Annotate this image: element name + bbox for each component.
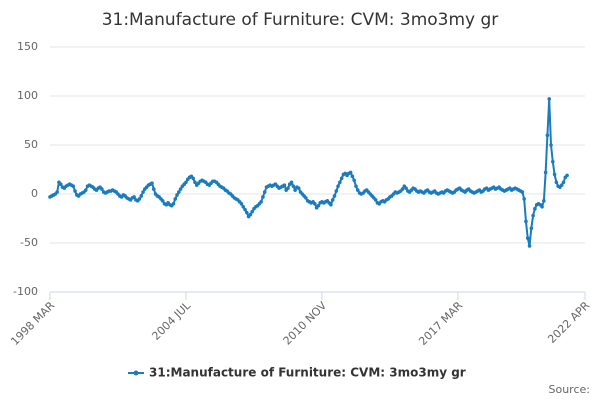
data-point [550, 159, 555, 164]
data-point [554, 180, 559, 185]
data-point [400, 187, 405, 191]
data-point [524, 219, 528, 224]
data-point [184, 180, 188, 185]
y-tick-label: 100 [17, 89, 38, 102]
data-point [525, 236, 530, 240]
data-point [160, 199, 165, 203]
data-point [533, 206, 537, 211]
data-point [282, 183, 287, 187]
chart-title: 31:Manufacture of Furniture: CVM: 3mo3my… [102, 10, 499, 30]
source: Source: [549, 383, 591, 396]
data-point [58, 182, 63, 186]
data-point [73, 189, 77, 193]
x-tick-label: 2022 APR [545, 299, 592, 346]
data-point [545, 133, 550, 137]
data-point [542, 199, 546, 203]
data-point [286, 186, 290, 190]
data-point [150, 181, 154, 186]
x-tick-label: 2017 MAR [416, 299, 465, 348]
data-point [193, 180, 197, 185]
data-point [175, 193, 179, 197]
data-point [373, 198, 378, 202]
data-point [549, 143, 553, 147]
data-point [348, 170, 353, 175]
data-point [289, 180, 294, 185]
data-point [338, 180, 342, 185]
data-point [559, 183, 564, 187]
data-point [173, 197, 178, 201]
y-tick-label: -100 [13, 285, 38, 298]
data-point [259, 200, 263, 204]
data-point [261, 195, 265, 199]
data-point [334, 189, 339, 193]
data-point [313, 202, 317, 206]
data-point [531, 213, 535, 218]
data-point [527, 244, 532, 248]
data-point [100, 187, 104, 191]
data-point [139, 194, 144, 198]
data-point [329, 202, 333, 207]
data-point [55, 190, 59, 194]
data-point [404, 186, 408, 190]
y-tick-label: 150 [17, 40, 38, 53]
data-point [547, 97, 552, 101]
data-point [332, 194, 337, 198]
data-point [355, 188, 360, 192]
data-point [540, 204, 544, 209]
data-point [330, 198, 335, 202]
data-point [520, 190, 525, 194]
data-point [565, 173, 569, 178]
data-point [316, 203, 321, 208]
y-tick-label: 0 [31, 187, 38, 200]
data-point [151, 187, 156, 191]
data-point [522, 197, 526, 201]
data-point [137, 197, 142, 201]
data-point [250, 209, 254, 214]
x-tick-label: 1998 MAR [8, 299, 57, 348]
data-point [83, 188, 88, 192]
data-point [552, 172, 557, 177]
legend-label: 31:Manufacture of Furniture: CVM: 3mo3my… [149, 366, 466, 380]
data-line [49, 98, 568, 247]
data-point [248, 212, 253, 217]
data-point [350, 174, 355, 179]
data-point [293, 188, 297, 192]
data-point [245, 210, 249, 215]
data-point [529, 226, 534, 231]
data-point [352, 178, 356, 183]
data-point [241, 204, 246, 209]
legend-marker [133, 370, 139, 376]
data-point [296, 186, 301, 190]
data-point [191, 176, 195, 181]
data-point [354, 184, 358, 188]
data-point [132, 195, 136, 199]
data-point [177, 190, 181, 194]
data-point [141, 190, 145, 194]
data-point [543, 170, 548, 175]
x-tick-label: 2004 JUL [149, 298, 193, 342]
data-point [243, 207, 247, 212]
data-point [262, 190, 267, 194]
data-point [336, 184, 340, 188]
x-tick-label: 2010 NOV [281, 299, 330, 348]
data-point [178, 187, 183, 191]
data-point [339, 176, 344, 181]
data-point [291, 184, 296, 188]
data-point [71, 184, 76, 188]
data-point [239, 202, 244, 206]
data-point [171, 202, 176, 206]
y-tick-label: -50 [20, 236, 38, 249]
y-tick-label: 50 [24, 138, 38, 151]
data-point [304, 196, 308, 200]
data-point [561, 180, 566, 185]
